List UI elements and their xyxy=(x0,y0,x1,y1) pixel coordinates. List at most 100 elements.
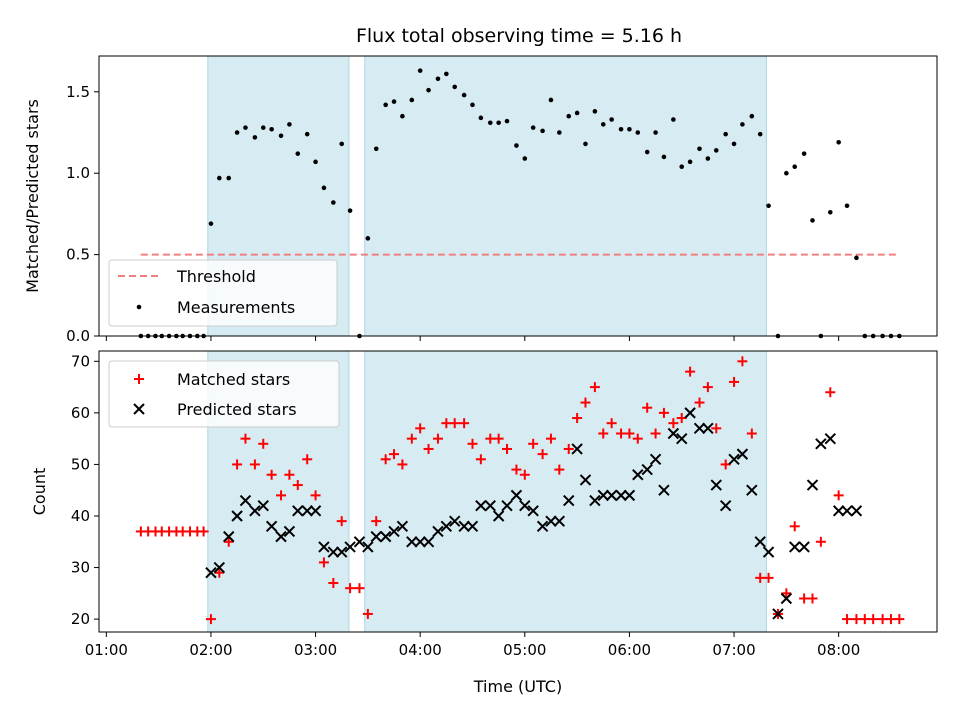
matched-star-point xyxy=(554,464,565,475)
predicted-star-point xyxy=(597,489,609,502)
predicted-star-point xyxy=(649,453,662,465)
predicted-star-point xyxy=(257,499,269,512)
predicted-star-point xyxy=(545,515,557,527)
measurement-point xyxy=(295,151,301,156)
measurement-point xyxy=(827,209,833,215)
measurement-point xyxy=(409,97,415,103)
predicted-star-point xyxy=(239,494,252,507)
measurement-point xyxy=(373,146,379,152)
measurement-point xyxy=(540,128,545,134)
matched-star-point xyxy=(232,459,243,470)
ratio-y-tick-label: 0.0 xyxy=(66,327,90,345)
matched-star-point xyxy=(711,423,722,434)
matched-star-point xyxy=(624,428,635,439)
predicted-star-point xyxy=(798,541,810,553)
measurement-point xyxy=(470,102,475,108)
matched-star-point xyxy=(668,418,679,429)
count-panel-frame xyxy=(98,350,938,633)
predicted-star-point xyxy=(484,499,496,512)
matched-star-point xyxy=(389,449,400,460)
ratio-y-tick-label: 1.0 xyxy=(66,164,90,182)
predicted-star-point xyxy=(736,448,749,460)
ratio-y-tick-label: 0.5 xyxy=(66,246,90,264)
predicted-star-point xyxy=(832,505,845,517)
predicted-star-point xyxy=(213,561,226,574)
predicted-star-point xyxy=(850,505,863,517)
matched-star-point xyxy=(676,413,687,424)
predicted-star-point xyxy=(553,515,566,527)
matched-star-point xyxy=(493,433,504,444)
x-tick-label: 01:00 xyxy=(85,641,128,659)
predicted-star-point xyxy=(336,546,348,558)
measurement-point xyxy=(496,120,501,126)
measurement-point xyxy=(208,221,214,226)
measurement-point xyxy=(749,113,755,119)
predicted-star-point xyxy=(579,474,592,486)
matched-star-point xyxy=(563,443,574,454)
predicted-star-point xyxy=(223,530,235,543)
matched-star-point xyxy=(746,428,757,439)
measurement-point xyxy=(574,110,580,116)
measurement-point xyxy=(705,156,711,161)
predicted-star-point xyxy=(414,536,426,548)
matched-star-point xyxy=(632,433,643,444)
measurement-point xyxy=(313,159,318,165)
matched-star-point xyxy=(276,490,287,501)
measurement-point xyxy=(278,133,284,139)
measurement-point xyxy=(548,97,554,103)
measurement-point xyxy=(383,102,388,108)
matched-star-point xyxy=(519,469,530,480)
matched-star-point xyxy=(789,521,800,532)
predicted-star-point xyxy=(309,505,322,517)
count-y-tick-label: 30 xyxy=(71,559,90,577)
legend-predicted-label: Predicted stars xyxy=(177,400,297,419)
matched-star-point xyxy=(284,469,295,480)
predicted-star-point xyxy=(318,541,330,553)
matched-star-point xyxy=(198,526,209,537)
predicted-star-point xyxy=(519,499,531,512)
predicted-star-point xyxy=(841,505,853,517)
ratio-panel: 0.0 0.5 1.0 1.5 Matched/Predicted stars Thr… xyxy=(23,55,938,345)
predicted-star-point xyxy=(641,463,653,476)
matched-star-point xyxy=(318,557,329,568)
predicted-star-point xyxy=(815,438,827,450)
predicted-star-point xyxy=(406,536,418,548)
matched-star-point xyxy=(737,356,748,367)
count-y-tick-label: 20 xyxy=(71,610,90,628)
predicted-star-point xyxy=(362,541,374,553)
measurement-point xyxy=(836,139,841,145)
matched-star-point xyxy=(397,459,408,470)
measurement-point xyxy=(452,84,458,90)
predicted-star-point xyxy=(492,510,505,522)
predicted-star-point xyxy=(501,499,513,512)
matched-star-point xyxy=(354,583,365,594)
measurement-point xyxy=(478,115,484,121)
measurement-point xyxy=(243,125,248,130)
measurement-point xyxy=(713,148,719,153)
matched-star-point xyxy=(249,459,260,470)
predicted-star-point xyxy=(719,499,732,512)
matched-star-point xyxy=(825,387,836,398)
measurement-point xyxy=(653,130,658,135)
predicted-star-point xyxy=(432,525,444,538)
matched-star-point xyxy=(406,433,417,444)
predicted-star-point xyxy=(754,536,766,548)
measurement-point xyxy=(514,143,519,148)
matched-star-point xyxy=(467,438,478,449)
chart-title: Flux total observing time = 5.16 h xyxy=(356,25,682,47)
matched-star-point xyxy=(685,366,696,377)
measurement-point xyxy=(304,131,310,137)
matched-star-point xyxy=(336,516,347,527)
predicted-star-point xyxy=(563,494,575,507)
count-y-tick-label: 50 xyxy=(71,455,90,473)
ratio-panel-frame xyxy=(98,55,938,337)
matched-star-point xyxy=(345,583,356,594)
x-tick-label: 06:00 xyxy=(608,641,651,659)
matched-star-point xyxy=(833,490,844,501)
predicted-star-point xyxy=(388,525,400,538)
matched-star-point xyxy=(415,423,426,434)
matched-star-point xyxy=(292,480,303,491)
legend-threshold-label: Threshold xyxy=(176,267,256,286)
predicted-star-point xyxy=(658,484,670,496)
matched-star-point xyxy=(475,454,486,465)
